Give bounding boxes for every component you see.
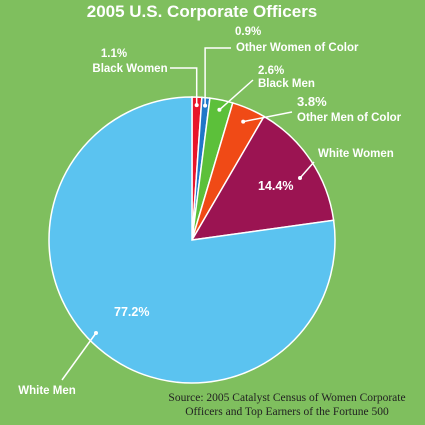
leader-dot-white-women [298,176,302,180]
pie-slices [48,96,336,384]
slice-label-black-men: Black Men [258,78,315,90]
slice-value-white-women: 14.4% [258,179,293,193]
leader-dot-other-men-of-color [241,119,246,124]
leader-dot-white-men [94,331,98,335]
slice-value-black-women: 1.1% [101,48,127,60]
leader-dot-black-women [194,103,199,108]
leader-line-other-women-of-color [204,47,231,106]
pie-slice-white-men [48,96,336,384]
slice-label-other-men-of-color: Other Men of Color [297,112,402,124]
leader-dot-black-men [217,107,222,112]
slice-value-black-men: 2.6% [258,65,284,77]
leader-line-other-men-of-color [243,111,293,123]
leader-line-black-women [170,67,198,106]
pie-slice-white-women [190,115,335,241]
chart-title: 2005 U.S. Corporate Officers [87,2,318,21]
source-line-2: Officers and Top Earners of the Fortune … [185,406,389,418]
slice-value-white-men: 77.2% [114,305,149,319]
leader-line-black-men [218,79,254,111]
source-line-1: Source: 2005 Catalyst Census of Women Co… [168,392,405,404]
slice-label-other-women-of-color: Other Women of Color [236,42,359,54]
slice-label-black-women: Black Women [92,63,167,75]
leader-line-white-women [299,161,315,179]
slice-value-other-women-of-color: 0.9% [235,26,261,38]
slice-value-other-men-of-color: 3.8% [297,94,327,109]
leader-dot-other-women-of-color [203,103,208,108]
leader-lines [61,47,315,381]
leader-line-white-men [61,332,97,381]
slice-label-white-men: White Men [18,385,76,397]
slice-label-white-women: White Women [318,148,394,160]
